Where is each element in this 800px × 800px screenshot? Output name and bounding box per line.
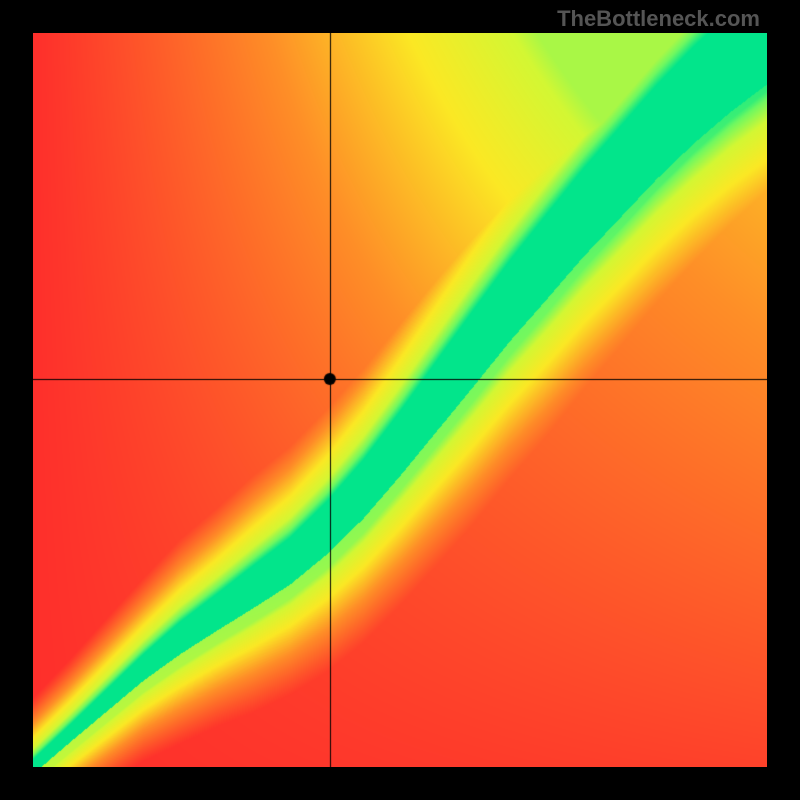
- bottleneck-heatmap: [33, 33, 767, 767]
- chart-frame: TheBottleneck.com: [0, 0, 800, 800]
- watermark-text: TheBottleneck.com: [557, 6, 760, 32]
